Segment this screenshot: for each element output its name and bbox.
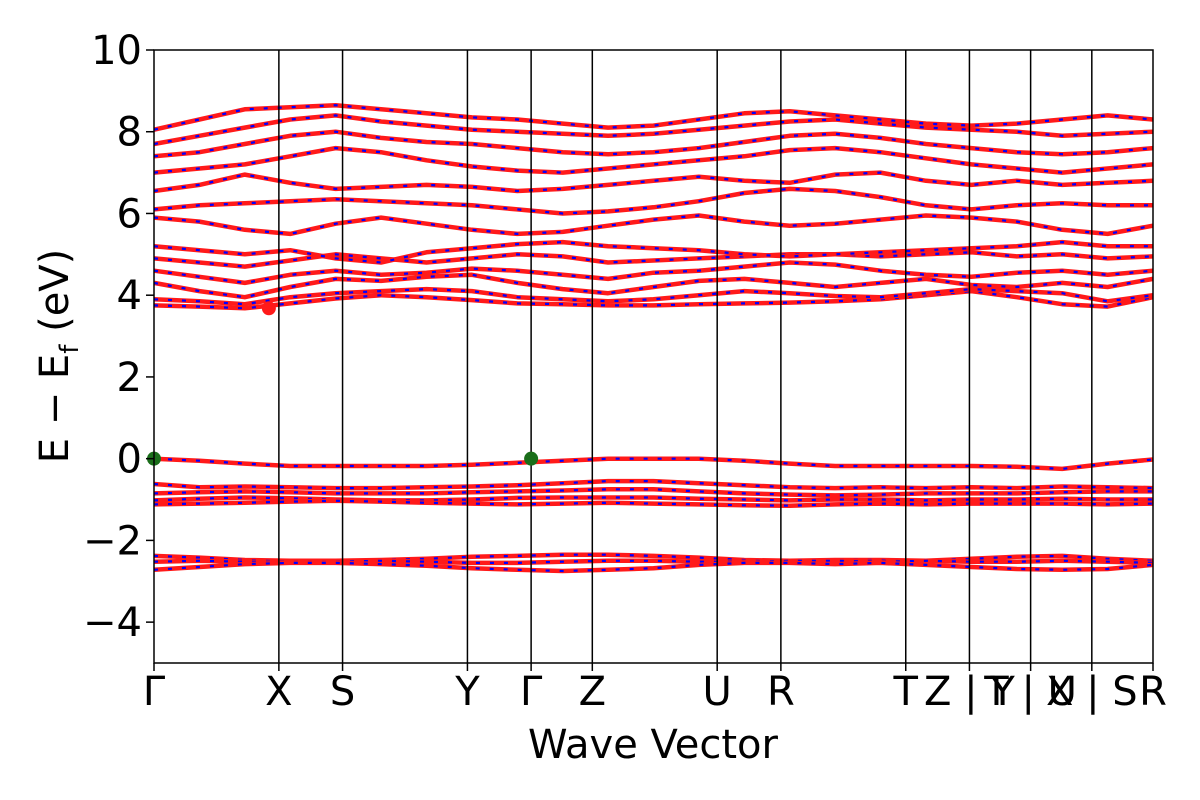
band-up-9 xyxy=(153,286,1154,307)
band-up-4 xyxy=(153,498,1154,508)
y-tick-label: 4 xyxy=(117,273,142,319)
x-tick-label: X xyxy=(265,669,292,715)
x-tick-label: Y xyxy=(454,669,480,715)
y-tick-label: 2 xyxy=(117,355,142,401)
y-axis-label-unit: (eV) xyxy=(32,249,78,345)
band-up-1 xyxy=(153,478,1154,491)
band-up-13 xyxy=(153,239,1153,265)
x-tick-label: Z | Y xyxy=(924,669,1015,715)
band-down-19 xyxy=(153,114,1154,146)
y-tick-label: −2 xyxy=(83,518,142,564)
band-up-2 xyxy=(153,487,1153,498)
x-tick-label: R xyxy=(767,669,795,715)
x-tick-label: T xyxy=(893,669,919,715)
x-tick-label: S xyxy=(330,669,355,715)
x-tick-label: Z xyxy=(579,669,606,715)
x-tick-label: Γ xyxy=(143,669,166,715)
band-up-14 xyxy=(153,213,1154,237)
band-up-8 xyxy=(153,288,1154,311)
x-axis-label: Wave Vector xyxy=(528,722,779,768)
x-tick-label: T | U xyxy=(983,669,1077,715)
high-symmetry-lines xyxy=(278,50,1093,663)
band-down-18 xyxy=(153,130,1154,158)
y-tick-label: 0 xyxy=(117,437,142,483)
band-up-15 xyxy=(153,186,1153,216)
y-tick-label: 8 xyxy=(117,110,142,156)
marker-cbm xyxy=(261,301,276,316)
marker-vbm xyxy=(524,451,539,466)
x-tick-label: R xyxy=(1139,669,1167,715)
band-up-11 xyxy=(153,260,1154,286)
band-down-16 xyxy=(153,171,1154,193)
band-down-10 xyxy=(153,273,1154,299)
x-tick-label: U xyxy=(703,669,732,715)
y-axis-label-main: E − E xyxy=(32,354,78,464)
plot-frame xyxy=(153,49,1154,664)
x-tick-label: Γ xyxy=(520,669,543,715)
y-axis-label: E − Ef (eV) xyxy=(32,249,85,464)
y-tick-label: 6 xyxy=(117,191,142,237)
band-up-0 xyxy=(153,456,1154,472)
band-down-20 xyxy=(153,104,1154,131)
band-down-17 xyxy=(153,146,1154,174)
y-axis-ticks: −4 −2 0 2 4 6 8 10 xyxy=(83,28,154,646)
band-up-19 xyxy=(153,113,1154,147)
y-axis-label-sub: f xyxy=(55,344,85,354)
x-tick-label: X | S xyxy=(1046,669,1138,715)
y-tick-label: 10 xyxy=(91,28,142,74)
band-up-7 xyxy=(153,560,1154,574)
band-lines xyxy=(153,102,1154,574)
band-down-14 xyxy=(153,214,1154,236)
y-tick-label: −4 xyxy=(83,600,142,646)
band-down-11 xyxy=(153,261,1154,285)
